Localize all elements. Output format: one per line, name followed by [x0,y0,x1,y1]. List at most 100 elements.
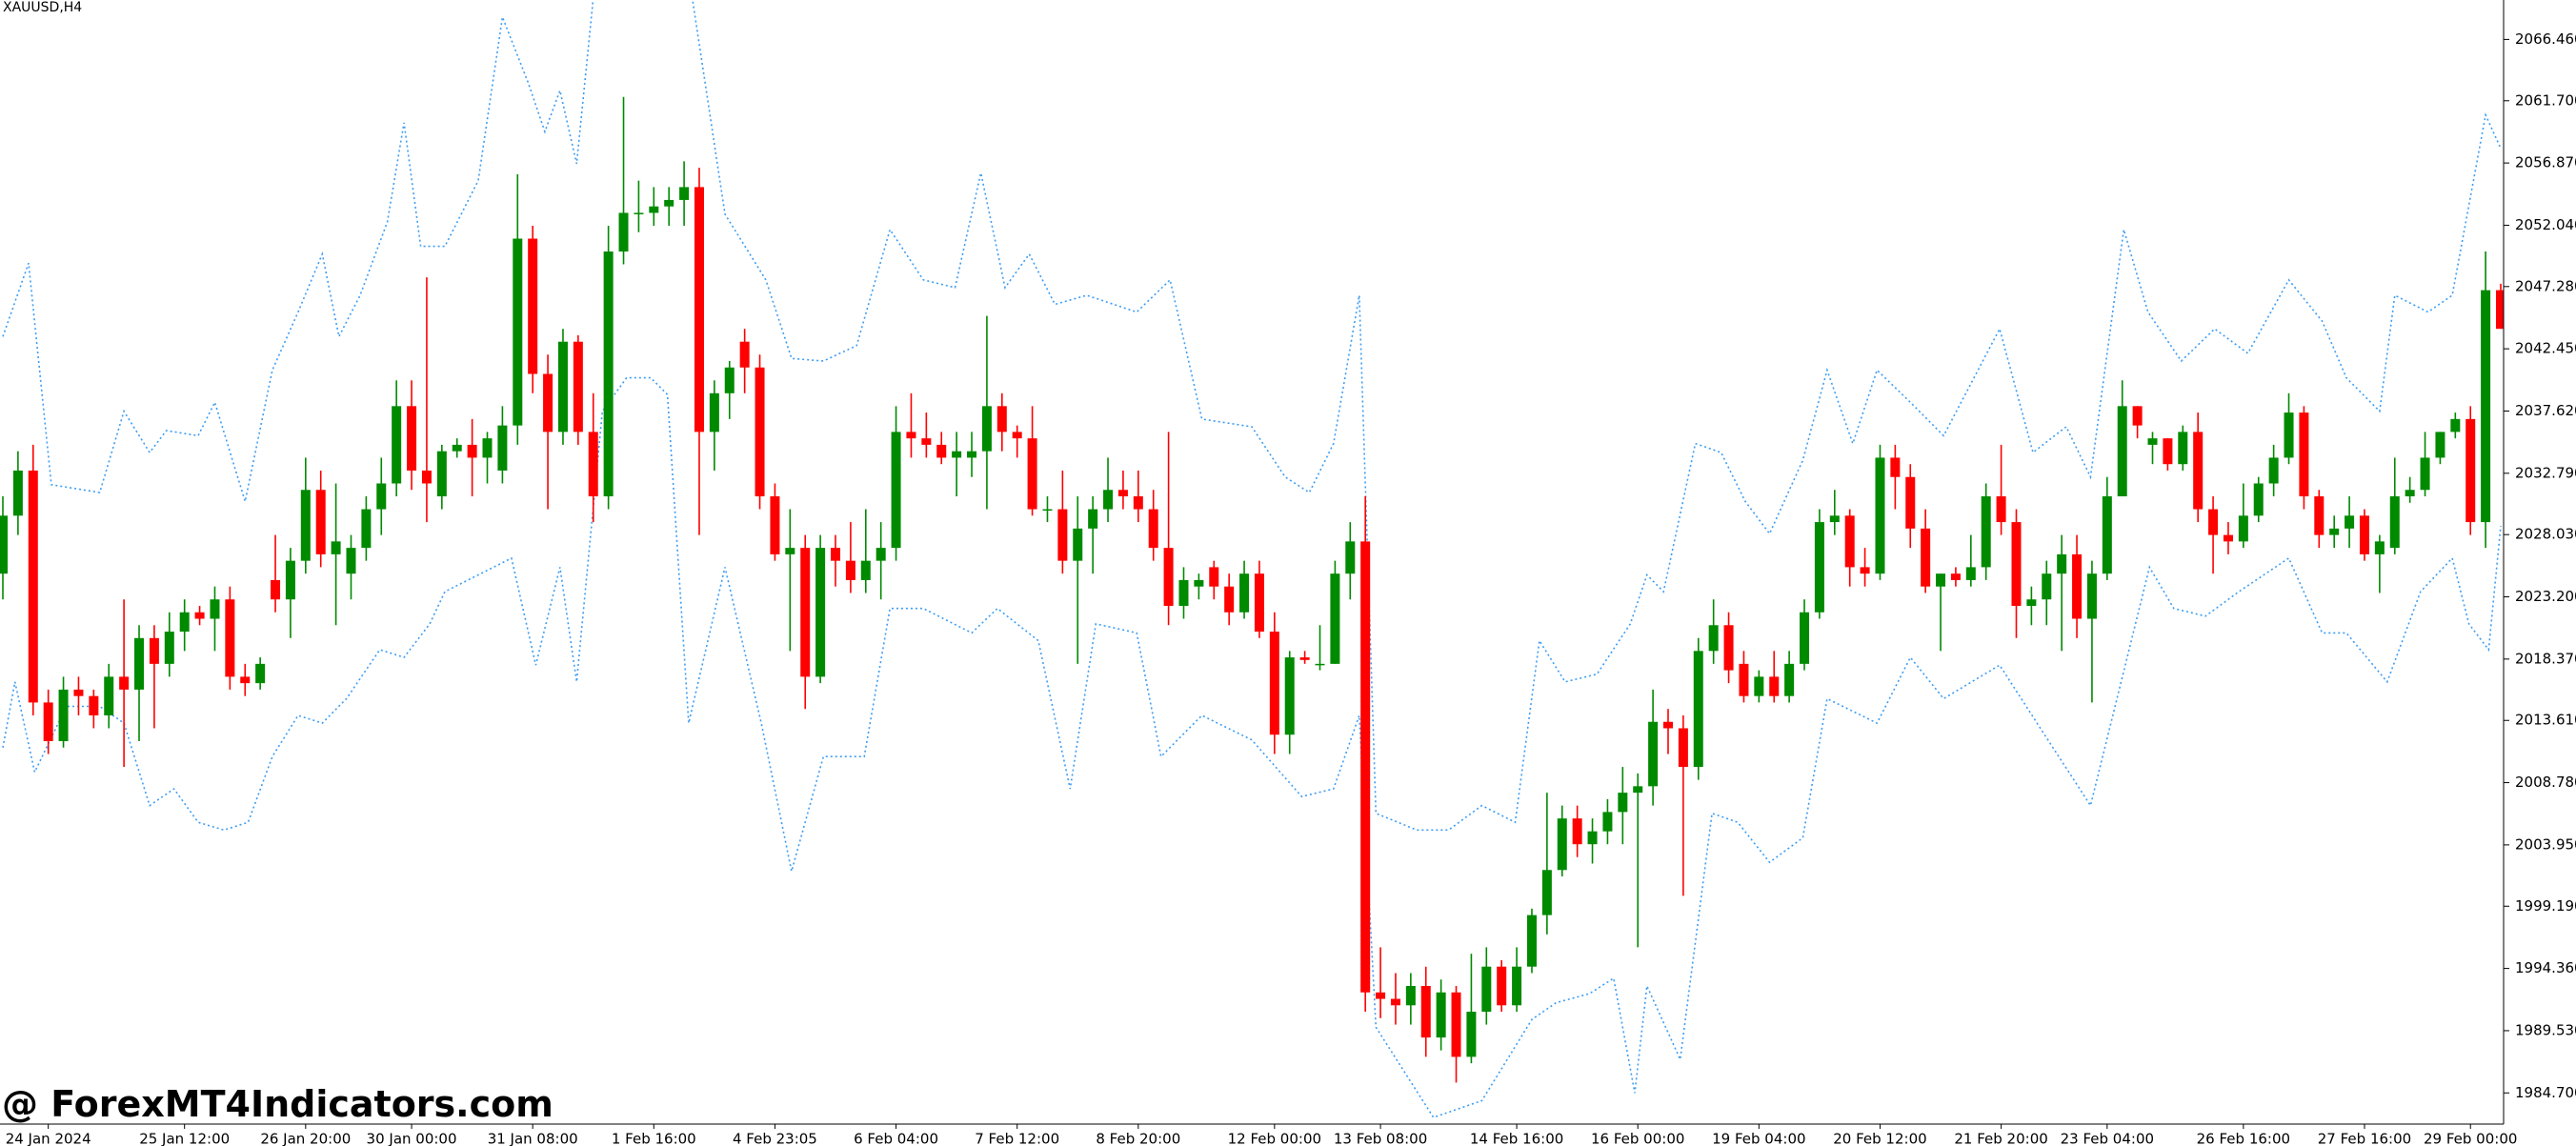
candle-body [1299,657,1310,660]
candle-body [770,496,780,554]
y-tick-label: 1984.700 [2515,1084,2576,1101]
x-tick-label: 8 Feb 20:00 [1096,1131,1180,1146]
candle-body [104,676,114,715]
candle-body [1936,573,1946,587]
candle-body [210,599,220,619]
x-tick-label: 12 Feb 00:00 [1228,1131,1321,1146]
candle-body [2314,496,2324,535]
candle-body [1042,509,1053,512]
candle-body [557,341,568,432]
y-tick-label: 2028.030 [2515,526,2576,543]
candle-body [1739,663,1749,696]
candle-body [1996,496,2006,523]
candle-body [315,490,326,554]
candle-body [800,548,811,677]
candle-body [2086,573,2097,619]
candle-body [346,548,356,574]
candle-body [1224,586,1235,613]
candle-body [618,212,629,252]
x-tick-label: 6 Feb 04:00 [854,1131,938,1146]
x-tick-label: 7 Feb 12:00 [975,1131,1059,1146]
candle-body [1027,438,1037,510]
candle-body [1860,567,1870,574]
candle-body [2178,432,2188,465]
candle-body [28,470,38,703]
candle-body [1526,915,1537,967]
candle-body [1921,528,1931,587]
y-tick-label: 2047.280 [2515,277,2576,294]
candle-body [936,444,947,458]
candle-body [2011,522,2022,606]
x-tick-label: 16 Feb 00:00 [1591,1131,1684,1146]
band-line [2,0,2502,832]
candle-body [1315,663,1325,666]
candle-body [0,515,8,574]
candle-body [2496,290,2504,330]
y-tick-label: 2061.700 [2515,91,2576,109]
candle-body [1754,676,1764,696]
candle-body [240,676,251,684]
candle-body [407,406,417,471]
candle-body [2132,406,2143,426]
y-tick-label: 1994.360 [2515,959,2576,976]
candle-body [149,637,159,664]
candle-body [1890,457,1901,477]
candle-body [467,444,477,458]
candle-body [2057,553,2067,574]
candle-body [392,406,402,484]
x-tick-label: 24 Jan 2024 [6,1131,91,1146]
candle-body [528,238,538,374]
candle-body [73,689,84,696]
x-tick-label: 26 Feb 16:00 [2197,1131,2290,1146]
candle-body [2435,432,2445,458]
candles-layer [0,96,2504,1083]
candle-body [1648,721,1659,787]
candle-body [43,702,53,742]
candle-body [2405,490,2415,497]
candle-body [1693,651,1703,768]
candle-body [1723,625,1734,671]
candle-body [482,438,493,458]
y-tick-label: 2008.780 [2515,774,2576,791]
candle-body [2223,534,2233,542]
candle-body [331,541,341,554]
candle-body [225,599,235,677]
candle-body [1376,992,1386,999]
y-tick-label: 1989.530 [2515,1021,2576,1038]
candle-body [1572,818,1582,845]
x-tick-label: 4 Feb 23:05 [733,1131,817,1146]
candle-body [1012,432,1022,439]
candle-body [1405,986,1416,1006]
candle-body [981,406,992,452]
x-tick-label: 23 Feb 04:00 [2061,1131,2154,1146]
y-tick-label: 2066.460 [2515,30,2576,48]
chart-title: XAUUSD,H4 [3,0,82,15]
candle-body [2481,290,2491,523]
y-tick-label: 2032.790 [2515,464,2576,481]
candle-body [2117,406,2127,497]
candle-body [2374,541,2385,554]
candle-body [2042,573,2052,600]
candle-body [2238,515,2248,542]
candle-body [1512,966,1522,1006]
candle-body [891,432,901,549]
candle-body [1602,812,1613,832]
candle-body [1057,509,1068,561]
candle-body [255,663,266,684]
y-tick-label: 2023.200 [2515,588,2576,605]
candle-body [2359,515,2369,554]
candle-body [1800,612,1810,664]
candle-body [1390,998,1400,1006]
candle-body [831,548,840,561]
candle-body [300,490,311,561]
candle-body [1360,541,1371,993]
candle-body [1117,490,1128,497]
x-tick-label: 21 Feb 20:00 [1954,1131,2047,1146]
candle-body [2299,412,2309,497]
candle-body [967,451,977,458]
candle-body [1708,625,1719,652]
candle-body [2072,553,2083,619]
candle-body [1163,548,1174,606]
candle-body [164,632,174,664]
